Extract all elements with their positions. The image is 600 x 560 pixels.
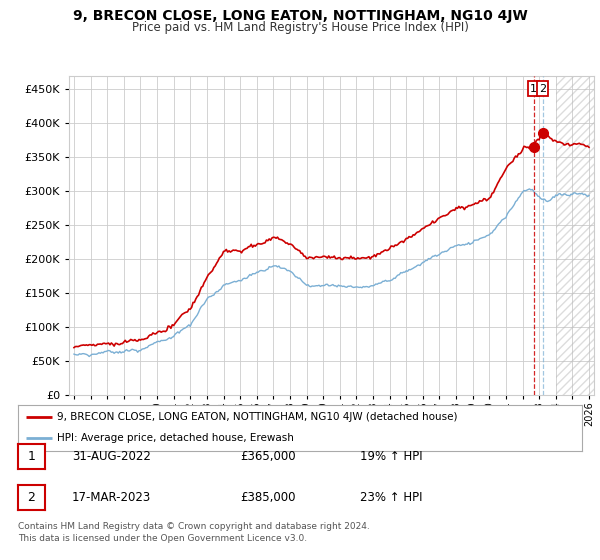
Text: 19% ↑ HPI: 19% ↑ HPI xyxy=(360,450,422,463)
Text: 23% ↑ HPI: 23% ↑ HPI xyxy=(360,491,422,504)
Text: 2: 2 xyxy=(28,491,35,504)
Text: HPI: Average price, detached house, Erewash: HPI: Average price, detached house, Erew… xyxy=(58,433,295,444)
Text: £385,000: £385,000 xyxy=(240,491,296,504)
Text: 31-AUG-2022: 31-AUG-2022 xyxy=(72,450,151,463)
FancyBboxPatch shape xyxy=(537,81,548,96)
Text: 2: 2 xyxy=(539,83,546,94)
Text: £365,000: £365,000 xyxy=(240,450,296,463)
Text: 9, BRECON CLOSE, LONG EATON, NOTTINGHAM, NG10 4JW: 9, BRECON CLOSE, LONG EATON, NOTTINGHAM,… xyxy=(73,9,527,23)
Text: 9, BRECON CLOSE, LONG EATON, NOTTINGHAM, NG10 4JW (detached house): 9, BRECON CLOSE, LONG EATON, NOTTINGHAM,… xyxy=(58,412,458,422)
Text: 1: 1 xyxy=(530,83,537,94)
FancyBboxPatch shape xyxy=(528,81,539,96)
Text: 17-MAR-2023: 17-MAR-2023 xyxy=(72,491,151,504)
Text: 1: 1 xyxy=(28,450,35,463)
Text: Contains HM Land Registry data © Crown copyright and database right 2024.
This d: Contains HM Land Registry data © Crown c… xyxy=(18,522,370,543)
Text: Price paid vs. HM Land Registry's House Price Index (HPI): Price paid vs. HM Land Registry's House … xyxy=(131,21,469,34)
